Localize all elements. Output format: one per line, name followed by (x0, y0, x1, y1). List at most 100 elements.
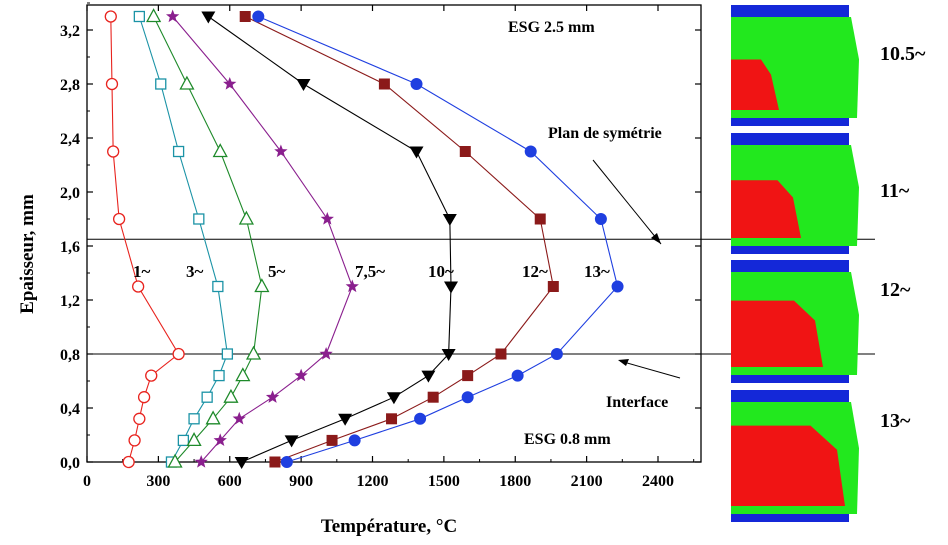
data-point (188, 413, 200, 425)
data-point (534, 213, 546, 225)
data-point (186, 432, 202, 447)
data-point (280, 456, 293, 468)
simulation-panel: 10.5~ (731, 5, 926, 132)
data-point (414, 412, 427, 425)
data-point (205, 410, 221, 425)
x-tick-label: 1200 (357, 473, 389, 490)
x-tick-label: 1500 (428, 473, 460, 490)
data-point (550, 348, 563, 360)
data-point (223, 388, 239, 403)
simulation-panel: 13~ (731, 390, 911, 528)
data-point (495, 348, 507, 360)
data-point (167, 453, 183, 468)
data-point (345, 279, 359, 293)
series-4 (165, 9, 359, 468)
data-point (319, 347, 333, 360)
data-point (133, 412, 146, 425)
data-point (146, 8, 162, 23)
data-point (132, 280, 145, 293)
data-point (421, 370, 436, 383)
panel-label: 12~ (880, 279, 911, 301)
data-point (155, 78, 167, 90)
data-point (238, 210, 254, 225)
plot-frame (86, 4, 702, 463)
data-point (320, 212, 334, 225)
interface-arrow-line (619, 360, 681, 379)
y-tick-label: 0,8 (60, 347, 80, 364)
text-layer: Température, °C Epaisseur, mm ESG 2.5 mm… (17, 19, 668, 537)
data-point (265, 390, 280, 403)
series-label: 12~ (522, 262, 548, 281)
y-tick-label: 1,6 (60, 239, 80, 256)
panel-red-region (731, 300, 823, 367)
data-point (245, 345, 262, 360)
y-tick-label: 0,0 (60, 455, 80, 472)
panel-gap (731, 522, 871, 528)
data-point (378, 78, 390, 90)
series-1 (104, 10, 185, 469)
series-label: 5~ (268, 262, 286, 281)
data-point (444, 281, 459, 294)
series-3 (146, 8, 270, 468)
data-point (294, 368, 308, 382)
data-point (239, 11, 251, 22)
data-point (179, 75, 195, 90)
data-point (409, 146, 424, 159)
x-tick-label: 1800 (499, 473, 531, 490)
data-point (223, 77, 237, 90)
x-axis-label: Température, °C (321, 516, 457, 537)
data-point (459, 146, 471, 157)
data-point (212, 143, 228, 158)
series-label: 13~ (584, 262, 610, 281)
data-point (128, 434, 141, 447)
panel-gap (731, 383, 871, 389)
data-point (442, 214, 457, 226)
series-label: 10~ (428, 262, 454, 281)
simulation-panel: 12~ (731, 260, 911, 389)
x-tick-label: 2100 (571, 473, 603, 490)
data-point (193, 213, 205, 225)
y-tick-label: 2,4 (60, 131, 80, 148)
series-label: 7,5~ (355, 262, 385, 281)
y-tick-label: 3,2 (60, 23, 80, 40)
data-point (133, 10, 145, 23)
side-panels: 10.5~ 11~ 12~ 13~ (731, 5, 926, 528)
data-point (221, 348, 234, 360)
series-label: 1~ (133, 262, 151, 281)
data-point (511, 369, 524, 382)
data-point (410, 78, 423, 90)
data-point (104, 10, 117, 23)
data-point (172, 347, 185, 361)
series-7 (252, 10, 624, 468)
data-point (232, 411, 246, 425)
data-point (234, 457, 249, 469)
data-point (107, 145, 120, 158)
series-marks: 1~ 3~ 5~ 7,5~ 10~ 12~ 13~ (104, 8, 624, 469)
data-point (386, 392, 401, 405)
data-point (326, 434, 338, 446)
data-point (461, 391, 474, 404)
data-point (145, 369, 158, 382)
panel-label: 11~ (880, 180, 910, 202)
symmetry-arrow-head (651, 233, 661, 244)
series-5 (201, 11, 459, 469)
series-6 (239, 11, 559, 468)
data-point (441, 349, 456, 361)
data-point (462, 370, 474, 382)
data-point (137, 391, 151, 404)
data-point (338, 413, 353, 426)
panel-red-region (731, 425, 845, 506)
symmetry-arrow-line (592, 159, 662, 245)
data-point (284, 435, 299, 448)
simulation-panel: 11~ (731, 133, 910, 260)
data-point (235, 367, 251, 382)
panel-gap (731, 254, 871, 260)
x-tick-label: 300 (146, 473, 170, 490)
interface-label: Interface (606, 394, 668, 411)
data-point (112, 212, 126, 226)
interface-arrow-head (618, 359, 629, 366)
data-point (269, 456, 281, 468)
plot-area: 0 300 600 900 1200 1500 1800 2100 2400 0,0 0,4 0,8 1… (60, 2, 875, 490)
x-tick-label: 2400 (642, 473, 674, 490)
